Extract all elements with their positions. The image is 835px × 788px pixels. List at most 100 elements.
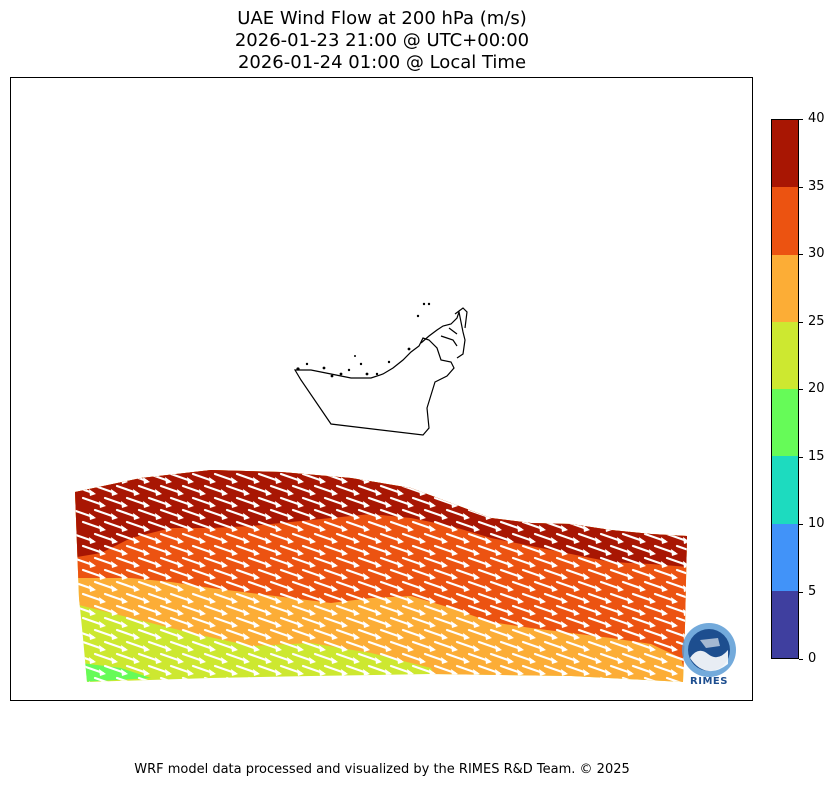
wind-vector	[577, 508, 601, 519]
wind-vector-head	[143, 525, 150, 532]
wind-vector-head	[331, 609, 338, 616]
wind-vector-head	[231, 597, 238, 604]
wind-vector	[699, 570, 719, 577]
wind-vector-head	[111, 657, 118, 664]
wind-vector-head	[133, 585, 140, 592]
colorbar-segment-35-40	[772, 120, 798, 188]
wind-vector-head	[165, 573, 172, 580]
wind-vector-head	[133, 633, 140, 640]
wind-vector	[555, 484, 579, 495]
wind-vector-head	[253, 549, 260, 556]
wind-vector-head	[265, 513, 272, 520]
wind-vector-head	[363, 525, 370, 532]
wind-vector-head	[143, 621, 150, 628]
wind-vector-head	[627, 525, 634, 532]
wind-vector-head	[507, 561, 514, 568]
wind-vector-head	[363, 501, 370, 508]
wind-vector-head	[617, 489, 624, 496]
wind-vector-head	[551, 609, 558, 616]
wind-vector-head	[573, 537, 580, 544]
wind-vector-head	[605, 597, 612, 604]
wind-vector	[699, 474, 719, 481]
wind-vector-head	[199, 561, 206, 568]
wind-vector	[203, 676, 227, 682]
wind-vector-head	[649, 525, 656, 532]
wind-vector-head	[495, 669, 502, 676]
wind-vector-head	[187, 621, 194, 628]
wind-vector-head	[143, 597, 150, 604]
wind-vector-head	[561, 525, 568, 532]
wind-vector-head	[133, 561, 140, 568]
wind-vector-head	[287, 657, 294, 664]
wind-vector	[367, 472, 391, 483]
wind-vector	[401, 676, 425, 682]
wind-vector-head	[627, 501, 634, 508]
wind-vector	[689, 582, 709, 589]
wind-vector-head	[199, 657, 206, 664]
wind-vector-head	[155, 561, 162, 568]
wind-vector-head	[265, 489, 272, 496]
wind-vector	[665, 676, 687, 682]
wind-vector-head	[243, 633, 250, 640]
wind-vector-head	[121, 573, 128, 580]
wind-vector	[467, 484, 491, 495]
wind-vector-head	[639, 561, 646, 568]
wind-vector	[543, 472, 567, 483]
wind-vector-head	[639, 585, 646, 592]
wind-vector-head	[639, 681, 646, 682]
wind-vector-head	[595, 609, 602, 616]
wind-vector-head	[397, 681, 404, 682]
wind-vector	[689, 606, 709, 613]
wind-vector-head	[595, 681, 602, 682]
wind-vector-head	[495, 621, 502, 628]
wind-vector-head	[617, 585, 624, 592]
wind-vector	[555, 508, 579, 519]
wind-vector-head	[99, 501, 106, 508]
wind-vector-head	[221, 609, 228, 616]
wind-vector-head	[429, 621, 436, 628]
colorbar-tick-label: 20	[808, 381, 825, 396]
wind-vector-head	[209, 501, 216, 508]
wind-vector-head	[397, 585, 404, 592]
wind-vector-head	[243, 561, 250, 568]
wind-vector-head	[275, 501, 282, 508]
wind-vector-head	[473, 621, 480, 628]
wind-vector-head	[671, 645, 678, 652]
wind-vector-head	[275, 645, 282, 652]
rimes-logo: RIMES	[678, 620, 740, 690]
wind-vector-head	[265, 657, 272, 664]
map-canvas	[75, 302, 719, 682]
wind-vector-head	[485, 489, 492, 496]
wind-vector-head	[265, 537, 272, 544]
wind-vector-head	[617, 633, 624, 640]
wind-vector-head	[463, 561, 470, 568]
wind-vector-head	[627, 645, 634, 652]
wind-vector-head	[375, 633, 382, 640]
wind-vector-head	[517, 501, 524, 508]
wind-vector-head	[319, 621, 326, 628]
wind-vector-head	[397, 489, 404, 496]
wind-vector-head	[221, 657, 228, 664]
wind-vector-head	[199, 633, 206, 640]
wind-vector-head	[375, 513, 382, 520]
colorbar-tick-label: 35	[808, 178, 825, 194]
wind-vector	[675, 544, 687, 555]
wind-vector-head	[661, 561, 668, 568]
map-panel	[10, 77, 753, 701]
wind-vector-head	[341, 501, 348, 508]
wind-vector-head	[441, 513, 448, 520]
wind-vector-head	[441, 633, 448, 640]
wind-vector-head	[539, 573, 546, 580]
wind-vector	[621, 484, 645, 495]
colorbar-tick-label: 30	[808, 246, 825, 261]
wind-vector-head	[539, 501, 546, 508]
wind-vector-head	[429, 597, 436, 604]
wind-vector-head	[309, 489, 316, 496]
wind-vector-head	[451, 573, 458, 580]
wind-vector-head	[583, 573, 590, 580]
wind-vector-head	[605, 477, 612, 484]
wind-vector-head	[385, 525, 392, 532]
wind-vector-head	[639, 633, 646, 640]
wind-vector	[653, 472, 677, 483]
wind-vector-head	[517, 669, 524, 676]
